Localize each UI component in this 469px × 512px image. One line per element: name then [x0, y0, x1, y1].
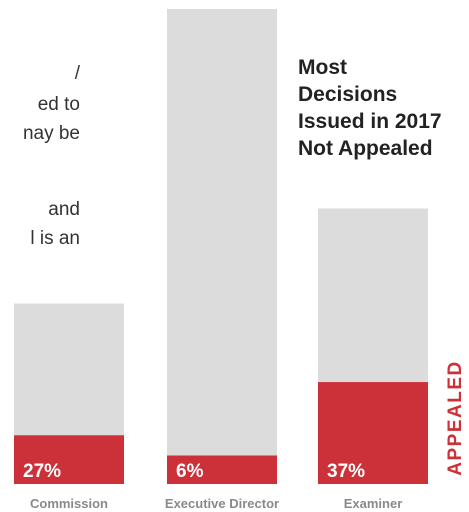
chart-title: Most Decisions Issued in 2017 Not Appeal…	[298, 54, 469, 162]
bar-value-label-1: 6%	[176, 461, 204, 482]
category-label-2: Examiner	[344, 496, 403, 511]
bar-appealed-0	[14, 435, 124, 484]
chart-title-line-2: Decisions	[298, 83, 398, 106]
bar-value-label-2: 37%	[327, 461, 365, 482]
intro-text-fragment: / ed to nay be and l is an	[0, 0, 80, 290]
intro-line-6: l is an	[30, 228, 80, 249]
bar-appealed-2	[318, 382, 428, 484]
bar-appealed-1	[167, 455, 277, 484]
chart-title-line-3: Issued in 2017	[298, 110, 442, 133]
intro-line-5: and	[48, 199, 80, 220]
chart-title-line-4: Not Appealed	[298, 137, 433, 160]
appealed-side-label: APPEALED	[445, 360, 466, 476]
intro-line-2: ed to	[37, 94, 80, 115]
category-label-1: Executive Director	[165, 496, 279, 511]
intro-line-1: /	[74, 63, 80, 84]
bar-value-label-0: 27%	[23, 461, 61, 482]
category-label-0: Commission	[30, 496, 108, 511]
bar-total-1	[167, 9, 277, 484]
intro-line-3: nay be	[22, 123, 80, 144]
chart-title-line-1: Most	[298, 56, 347, 79]
